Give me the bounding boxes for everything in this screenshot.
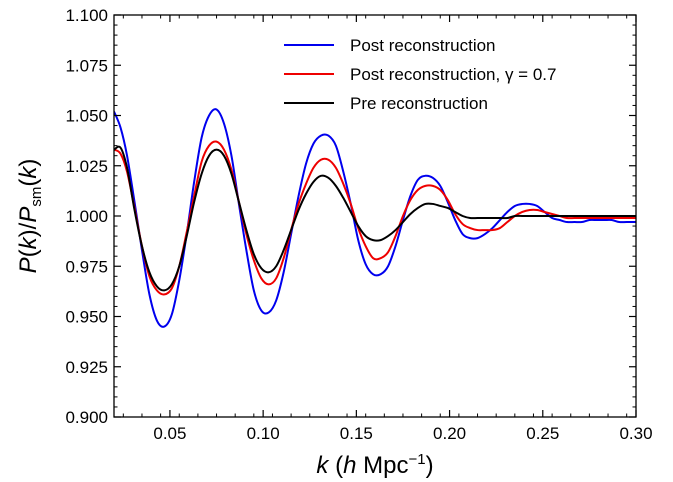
legend-label-1: Post reconstruction, γ = 0.7: [350, 65, 556, 84]
series-line-2: [114, 145, 636, 292]
x-tick-label: 0.10: [247, 424, 280, 443]
y-tick-label: 1.025: [65, 157, 108, 176]
y-tick-label: 0.975: [65, 257, 108, 276]
y-tick-label: 1.000: [65, 207, 108, 226]
series-line-0: [114, 108, 636, 328]
x-tick-label: 0.20: [433, 424, 466, 443]
x-tick-label: 0.30: [619, 424, 652, 443]
x-tick-label: 0.15: [340, 424, 373, 443]
ticks-layer: [114, 14, 637, 418]
x-tick-label: 0.25: [526, 424, 559, 443]
y-tick-label: 0.900: [65, 408, 108, 427]
y-tick-label: 1.050: [65, 107, 108, 126]
tick-labels-layer: 0.05 0.10 0.15 0.20 0.25 0.30 0.900 0.925 0.950 0…: [65, 6, 652, 443]
x-tick-label: 0.05: [153, 424, 186, 443]
legend-label-0: Post reconstruction: [350, 36, 496, 55]
legend: Post reconstruction Post reconstruction, …: [284, 36, 556, 113]
y-axis-label: P(k)/Psm(k): [15, 159, 45, 274]
y-tick-label: 1.075: [65, 56, 108, 75]
y-tick-label: 1.100: [65, 6, 108, 25]
legend-label-2: Pre reconstruction: [350, 94, 488, 113]
series-line-1: [114, 140, 636, 296]
y-tick-label: 0.950: [65, 308, 108, 327]
x-axis-label: k (h Mpc−1): [316, 451, 433, 479]
y-tick-label: 0.925: [65, 358, 108, 377]
series-layer: [114, 108, 636, 328]
